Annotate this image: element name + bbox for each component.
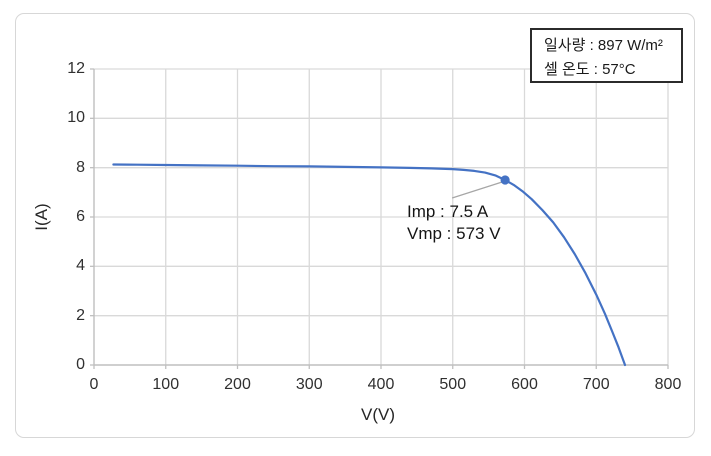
irradiance-label: 일사량 : 897 W/m² [544, 37, 663, 54]
iv-curve [112, 163, 627, 367]
y-tick-label: 8 [76, 158, 85, 176]
annotation-leader-line [451, 181, 503, 199]
y-tick-label: 4 [76, 257, 85, 275]
y-tick-label: 0 [76, 356, 85, 373]
x-tick-label: 200 [224, 376, 251, 393]
x-tick-label: 500 [439, 376, 467, 393]
y-tick-label: 10 [67, 109, 85, 127]
vmp-label: Vmp : 573 V [407, 224, 501, 243]
mpp-marker [500, 175, 510, 185]
y-tick-label: 2 [76, 306, 85, 324]
x-tick-label: 400 [367, 376, 395, 393]
cell-temperature-label: 셀 온도 : 57°C [544, 61, 636, 78]
y-tick-label: 12 [67, 60, 85, 77]
y-axis-title: I(A) [32, 203, 51, 231]
y-tick-label: 6 [76, 208, 85, 225]
x-tick-label: 600 [511, 376, 538, 393]
x-tick-label: 800 [654, 376, 682, 393]
imp-label: Imp : 7.5 A [407, 202, 489, 221]
mpp-annotation: Imp : 7.5 A Vmp : 573 V [407, 201, 501, 245]
chart-outer-border [15, 13, 695, 438]
conditions-legend: 일사량 : 897 W/m² 셀 온도 : 57°C [530, 28, 683, 83]
x-tick-label: 700 [582, 376, 610, 393]
x-tick-label: 100 [152, 376, 180, 393]
x-tick-label: 0 [89, 376, 99, 393]
x-axis-title: V(V) [361, 405, 395, 424]
x-tick-label: 300 [295, 376, 323, 393]
